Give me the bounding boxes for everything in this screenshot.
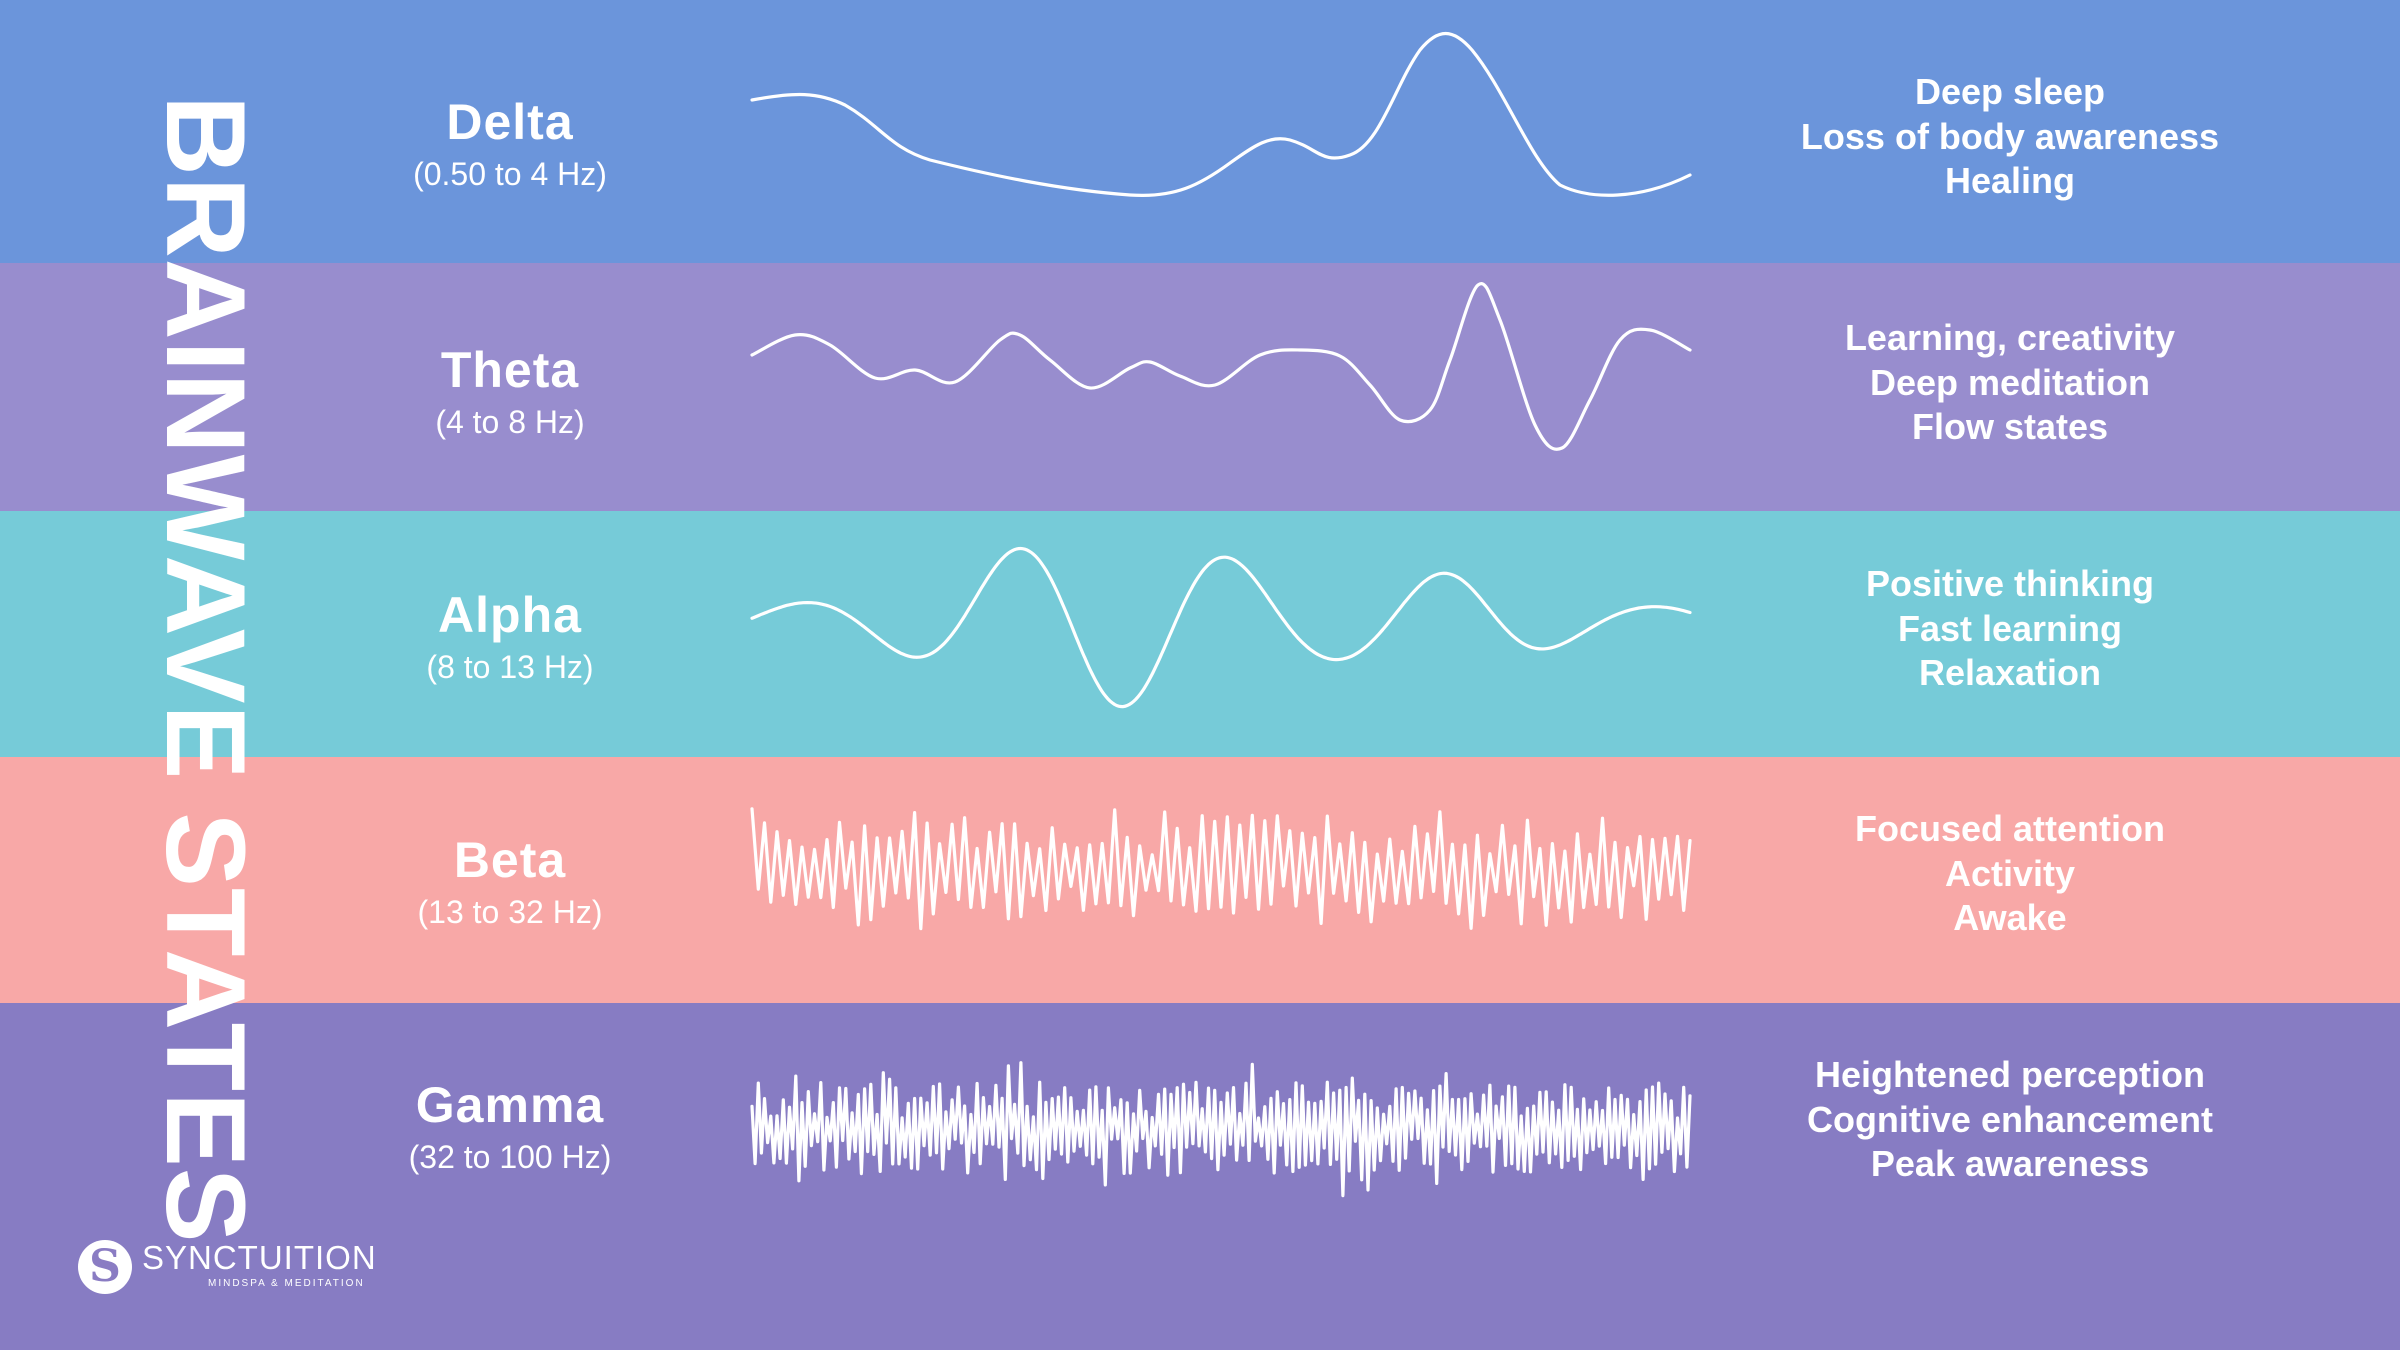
effect-item: Fast learning bbox=[1897, 607, 2123, 649]
effect-item: Focused attention bbox=[1854, 808, 2165, 849]
band-range: (4 to 8 Hz) bbox=[435, 404, 585, 440]
band-effects: Heightened perception Cognitive enhancem… bbox=[1760, 1053, 2260, 1187]
effect-item: Healing bbox=[1944, 160, 2076, 201]
band-effects: Positive thinking Fast learning Relaxati… bbox=[1760, 562, 2260, 696]
beta-wave bbox=[750, 807, 1692, 931]
band-beta: Beta (13 to 32 Hz) Focused attention Act… bbox=[0, 757, 2400, 1003]
band-label: Theta (4 to 8 Hz) bbox=[310, 340, 710, 442]
band-range: (13 to 32 Hz) bbox=[417, 894, 603, 930]
effect-item: Awake bbox=[1953, 897, 2067, 938]
band-name: Gamma bbox=[415, 1077, 605, 1133]
page-title: BRAINWAVE STATES bbox=[143, 95, 268, 1244]
band-effects: Focused attention Activity Awake bbox=[1760, 807, 2260, 941]
effect-item: Heightened perception bbox=[1814, 1054, 2206, 1095]
band-label: Beta (13 to 32 Hz) bbox=[310, 830, 710, 932]
synctuition-s-icon: S bbox=[78, 1240, 132, 1294]
band-name: Delta bbox=[446, 94, 574, 150]
delta-wave bbox=[750, 32, 1692, 198]
band-range: (32 to 100 Hz) bbox=[408, 1139, 612, 1175]
band-theta: Theta (4 to 8 Hz) Learning, creativity D… bbox=[0, 263, 2400, 511]
band-alpha: Alpha (8 to 13 Hz) Positive thinking Fas… bbox=[0, 511, 2400, 757]
effect-item: Learning, creativity bbox=[1844, 317, 2176, 358]
band-name: Beta bbox=[453, 832, 567, 888]
effect-item: Relaxation bbox=[1918, 652, 2102, 693]
alpha-wave bbox=[750, 546, 1692, 709]
gamma-wave bbox=[750, 1061, 1692, 1198]
effect-item: Flow states bbox=[1911, 406, 2109, 447]
logo-tagline: MINDSPA & MEDITATION bbox=[208, 1278, 365, 1289]
theta-wave bbox=[750, 282, 1692, 451]
band-delta: Delta (0.50 to 4 Hz) Deep sleep Loss of … bbox=[0, 0, 2400, 263]
effect-item: Activity bbox=[1944, 852, 2076, 894]
band-label: Gamma (32 to 100 Hz) bbox=[310, 1075, 710, 1177]
band-range: (0.50 to 4 Hz) bbox=[413, 156, 607, 192]
band-name: Theta bbox=[440, 342, 580, 398]
effect-item: Positive thinking bbox=[1865, 563, 2155, 604]
band-effects: Deep sleep Loss of body awareness Healin… bbox=[1760, 70, 2260, 204]
band-name: Alpha bbox=[438, 587, 582, 643]
band-label: Delta (0.50 to 4 Hz) bbox=[310, 92, 710, 194]
effect-item: Deep meditation bbox=[1869, 361, 2151, 403]
effect-item: Deep sleep bbox=[1914, 71, 2106, 112]
band-range: (8 to 13 Hz) bbox=[426, 649, 594, 685]
band-gamma: Gamma (32 to 100 Hz) Heightened percepti… bbox=[0, 1003, 2400, 1350]
effect-item: Loss of body awareness bbox=[1800, 115, 2220, 157]
logo-name: SYNCTUITION bbox=[142, 1239, 377, 1276]
band-label: Alpha (8 to 13 Hz) bbox=[310, 585, 710, 687]
effect-item: Cognitive enhancement bbox=[1806, 1098, 2214, 1140]
effect-item: Peak awareness bbox=[1870, 1143, 2150, 1184]
band-effects: Learning, creativity Deep meditation Flo… bbox=[1760, 316, 2260, 450]
